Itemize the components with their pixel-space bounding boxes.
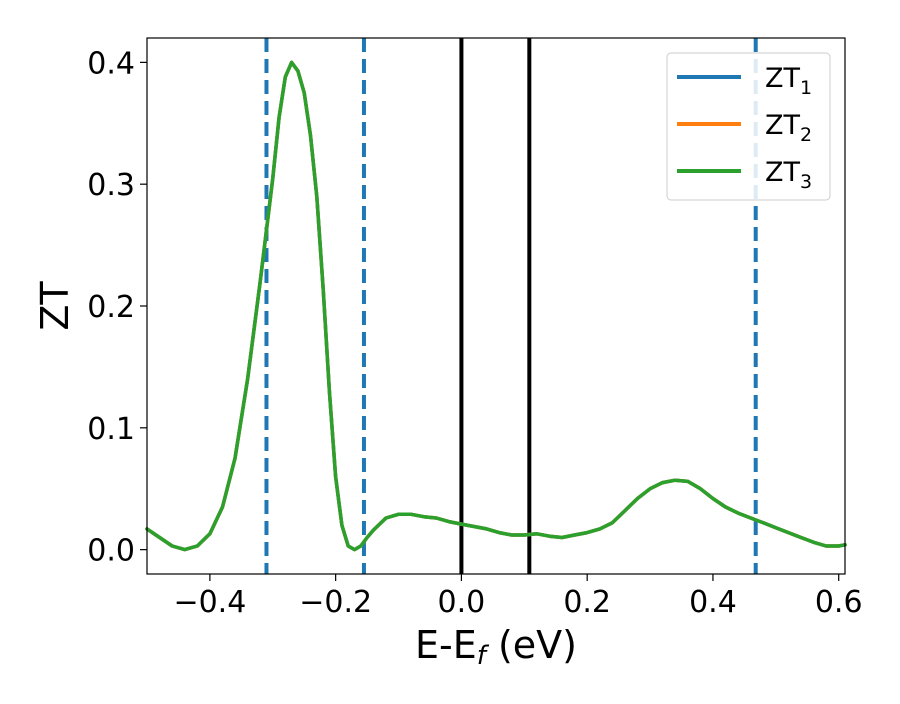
legend-box xyxy=(666,52,831,201)
series-group xyxy=(145,60,847,552)
x-tick-label: −0.2 xyxy=(299,585,372,620)
legend: ZT1 ZT2 ZT3 xyxy=(666,52,831,201)
x-axis-title-unit: (eV) xyxy=(486,623,577,667)
x-tick-label: 0.4 xyxy=(689,585,737,620)
x-tick-label: 0.2 xyxy=(563,585,611,620)
y-tick-label: 0.0 xyxy=(87,534,135,569)
y-tick-label: 0.3 xyxy=(87,168,135,203)
y-tick-label: 0.4 xyxy=(87,46,135,81)
y-axis-ticks: 0.0 0.1 0.2 0.3 0.4 xyxy=(87,46,147,569)
series-line-zt3 xyxy=(145,60,847,552)
x-tick-label: 0.0 xyxy=(438,585,486,620)
x-tick-label: 0.6 xyxy=(815,585,863,620)
legend-label-zt1: ZT1 xyxy=(765,63,812,99)
legend-label-zt3: ZT3 xyxy=(765,157,812,193)
x-axis-ticks: −0.4 −0.2 0.0 0.2 0.4 0.6 xyxy=(173,574,863,620)
y-axis-title: ZT xyxy=(33,281,77,331)
legend-label-zt2: ZT2 xyxy=(765,110,812,146)
y-tick-label: 0.2 xyxy=(87,290,135,325)
y-tick-label: 0.1 xyxy=(87,412,135,447)
x-tick-label: −0.4 xyxy=(173,585,246,620)
x-axis-title: E-Ef (eV) xyxy=(415,623,577,671)
